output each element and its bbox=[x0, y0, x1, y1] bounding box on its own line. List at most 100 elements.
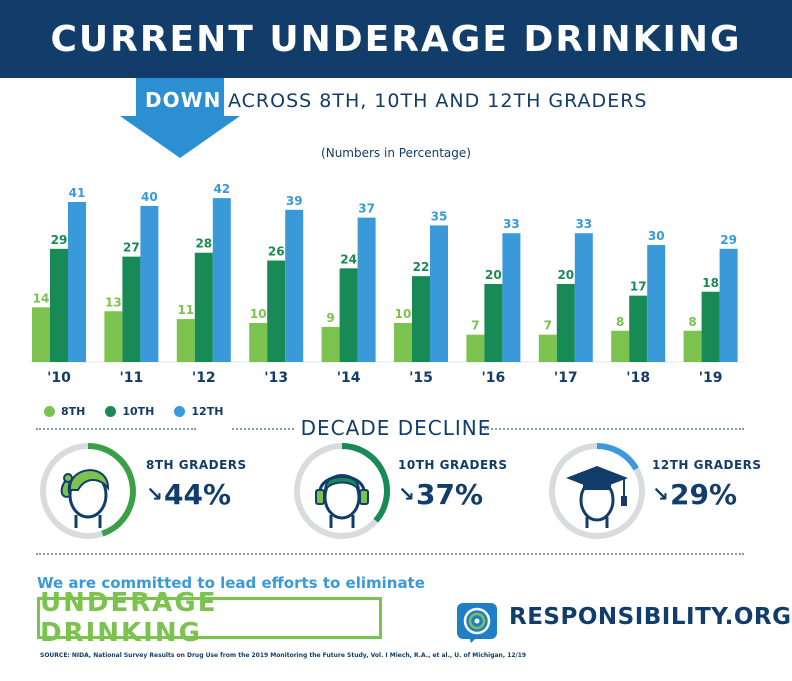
bar-8th-9 bbox=[683, 330, 702, 362]
data-label-10th-9: 18 bbox=[702, 276, 719, 290]
chart-legend: 8TH 10TH 12TH bbox=[44, 405, 223, 418]
data-label-8th-0: 14 bbox=[33, 291, 50, 305]
down-arrow-icon bbox=[120, 78, 240, 158]
bar-chart: 14 29 41 '10 13 27 40 '11 11 28 42 '12 10 26 39 '13 9 24 3… bbox=[30, 182, 745, 386]
bar-8th-5 bbox=[394, 322, 412, 362]
data-label-8th-3: 10 bbox=[250, 307, 267, 321]
bar-10th-4 bbox=[339, 268, 358, 362]
bar-12th-8 bbox=[647, 244, 666, 362]
chart-note: (Numbers in Percentage) bbox=[321, 146, 471, 160]
grade-label-12th: 12TH GRADERS bbox=[652, 458, 762, 472]
data-label-12th-0: 41 bbox=[69, 186, 86, 200]
legend-swatch-10th bbox=[105, 406, 117, 417]
bar-10th-0 bbox=[50, 248, 68, 362]
divider-right bbox=[484, 428, 744, 430]
data-label-12th-9: 29 bbox=[720, 233, 737, 247]
data-label-8th-4: 9 bbox=[326, 311, 334, 325]
girl-face-icon bbox=[60, 469, 110, 528]
x-tick-label-2: '12 bbox=[192, 370, 216, 386]
legend-swatch-12th bbox=[174, 406, 186, 417]
data-label-10th-1: 27 bbox=[123, 241, 140, 255]
data-label-8th-2: 11 bbox=[177, 303, 194, 317]
data-label-12th-2: 42 bbox=[213, 182, 230, 196]
bar-8th-0 bbox=[32, 307, 50, 362]
bar-10th-6 bbox=[484, 283, 503, 362]
ring-8th bbox=[40, 443, 136, 539]
bar-12th-5 bbox=[430, 225, 448, 362]
bar-12th-7 bbox=[574, 233, 593, 362]
source-citation: SOURCE: NIDA, National Survey Results on… bbox=[40, 652, 527, 659]
bar-8th-1 bbox=[104, 311, 123, 362]
legend-label-12th: 12TH bbox=[191, 405, 224, 418]
bar-10th-3 bbox=[267, 260, 286, 362]
legend-label-8th: 8TH bbox=[61, 405, 86, 418]
graduate-face-icon bbox=[566, 466, 628, 528]
decline-value-8th: 44% bbox=[164, 478, 232, 511]
decade-decline-title: DECADE DECLINE bbox=[300, 416, 492, 440]
x-tick-label-8: '18 bbox=[626, 370, 650, 386]
x-tick-label-4: '14 bbox=[337, 370, 361, 386]
bar-10th-9 bbox=[701, 291, 720, 362]
data-label-12th-4: 37 bbox=[358, 202, 375, 216]
bar-12th-4 bbox=[357, 217, 376, 362]
bar-10th-2 bbox=[194, 252, 213, 362]
bar-8th-8 bbox=[611, 330, 630, 362]
bar-10th-8 bbox=[629, 295, 648, 362]
brand-name[interactable]: RESPONSIBILITY.ORG bbox=[509, 604, 792, 630]
decline-arrow-icon: ↘ bbox=[146, 482, 163, 506]
decline-arrow-icon: ↘ bbox=[652, 482, 669, 506]
bar-12th-0 bbox=[68, 202, 86, 362]
data-label-10th-3: 26 bbox=[268, 245, 285, 259]
legend-item-10th: 10TH bbox=[105, 405, 154, 418]
x-tick-label-3: '13 bbox=[264, 370, 288, 386]
data-label-10th-5: 22 bbox=[413, 260, 430, 274]
header-banner: CURRENT UNDERAGE DRINKING bbox=[0, 0, 792, 78]
bar-12th-1 bbox=[140, 205, 159, 362]
data-label-8th-9: 8 bbox=[688, 315, 696, 329]
legend-item-12th: 12TH bbox=[174, 405, 223, 418]
bar-12th-6 bbox=[502, 233, 521, 362]
bar-12th-3 bbox=[285, 209, 304, 362]
x-tick-label-0: '10 bbox=[47, 370, 71, 386]
legend-label-10th: 10TH bbox=[122, 405, 155, 418]
bar-8th-7 bbox=[538, 334, 557, 362]
x-tick-label-9: '19 bbox=[699, 370, 723, 386]
bar-12th-9 bbox=[719, 248, 738, 362]
x-tick-label-1: '11 bbox=[120, 370, 144, 386]
data-label-8th-6: 7 bbox=[471, 319, 479, 333]
headphones-face-icon bbox=[315, 474, 369, 528]
x-tick-label-5: '15 bbox=[409, 370, 433, 386]
divider-left-outer bbox=[36, 428, 196, 430]
data-label-12th-8: 30 bbox=[648, 229, 665, 243]
decline-value-12th: 29% bbox=[670, 478, 738, 511]
grade-label-8th: 8TH GRADERS bbox=[146, 458, 247, 472]
bar-8th-4 bbox=[321, 326, 340, 362]
data-label-10th-0: 29 bbox=[51, 233, 68, 247]
bar-12th-2 bbox=[212, 198, 231, 362]
decline-value-10th: 37% bbox=[416, 478, 484, 511]
ring-12th bbox=[549, 443, 645, 539]
campaign-box: UNDERAGE DRINKING bbox=[37, 588, 382, 648]
data-label-8th-5: 10 bbox=[395, 307, 412, 321]
campaign-text: UNDERAGE DRINKING bbox=[40, 588, 218, 648]
bar-10th-5 bbox=[412, 276, 430, 362]
data-label-10th-4: 24 bbox=[340, 252, 357, 266]
bar-10th-1 bbox=[122, 256, 141, 362]
divider-bottom bbox=[36, 553, 744, 555]
decline-arrow-icon: ↘ bbox=[398, 482, 415, 506]
legend-swatch-8th bbox=[44, 406, 55, 417]
bar-8th-2 bbox=[176, 319, 195, 362]
data-label-12th-7: 33 bbox=[575, 217, 592, 231]
data-label-8th-7: 7 bbox=[544, 319, 552, 333]
legend-item-8th: 8TH bbox=[44, 405, 85, 418]
data-label-12th-3: 39 bbox=[286, 194, 303, 208]
data-label-12th-1: 40 bbox=[141, 190, 158, 204]
data-label-10th-6: 20 bbox=[485, 268, 502, 282]
data-label-8th-8: 8 bbox=[616, 315, 624, 329]
commitment-text: We are committed to lead efforts to elim… bbox=[37, 574, 425, 592]
bar-10th-7 bbox=[556, 283, 575, 362]
page-title: CURRENT UNDERAGE DRINKING bbox=[50, 19, 742, 60]
bar-8th-6 bbox=[466, 334, 485, 362]
data-label-12th-6: 33 bbox=[503, 217, 520, 231]
x-tick-label-7: '17 bbox=[554, 370, 578, 386]
